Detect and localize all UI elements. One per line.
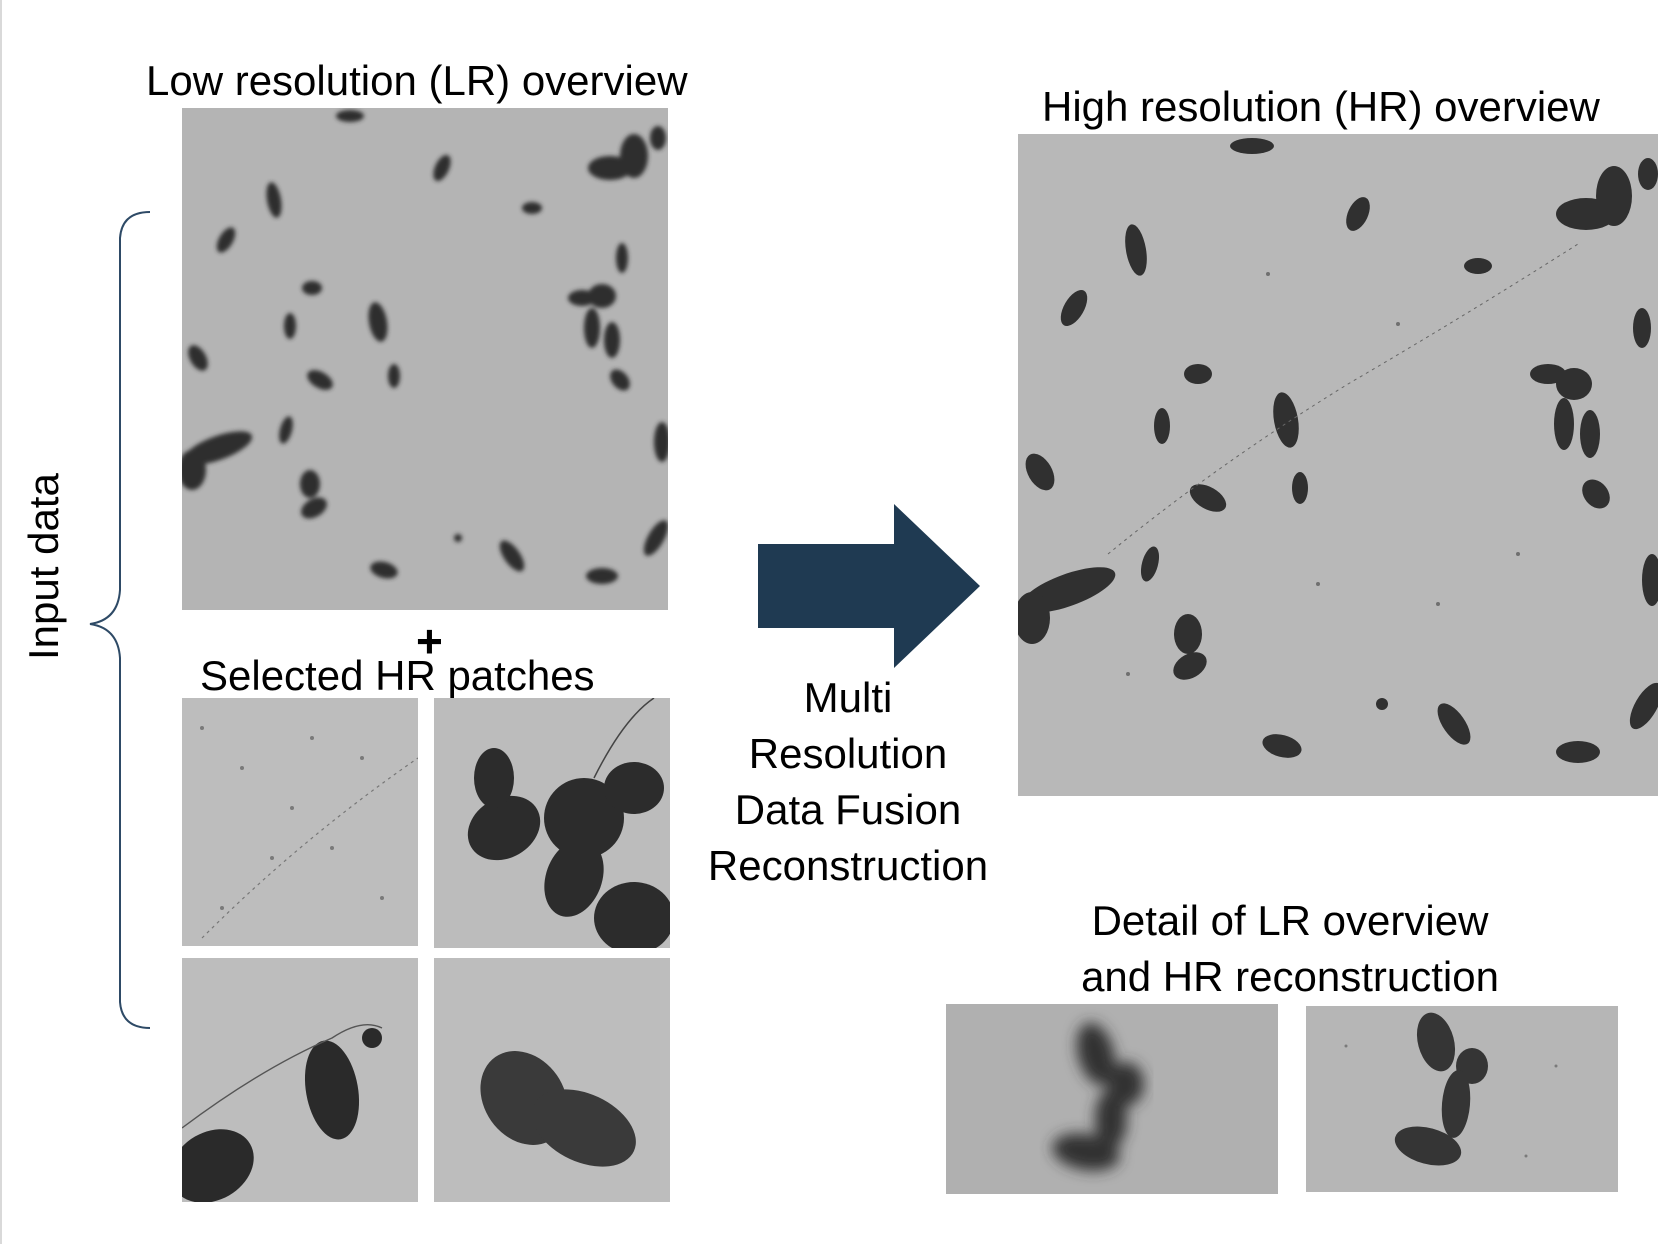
right-arrow-icon: [758, 504, 980, 668]
process-label: Multi Resolution Data Fusion Reconstruct…: [688, 670, 1008, 894]
detail-hr-image: [1306, 1006, 1618, 1192]
hr-patch-3: [182, 958, 418, 1202]
patches-title: Selected HR patches: [200, 652, 595, 699]
hr-patch-4: [434, 958, 670, 1202]
process-line-1: Multi: [803, 674, 893, 721]
process-line-3: Data Fusion: [734, 786, 962, 833]
hr-overview-image: [1018, 134, 1658, 796]
detail-title-line-2: and HR reconstruction: [1081, 953, 1499, 1000]
process-line-2: Resolution: [748, 730, 948, 777]
hr-patch-2: [434, 698, 670, 948]
detail-title-line-1: Detail of LR overview: [1091, 897, 1489, 944]
lr-overview-title: Low resolution (LR) overview: [146, 57, 688, 104]
lr-overview-image: [182, 108, 668, 610]
detail-lr-image: [946, 1004, 1278, 1194]
input-data-bracket: [89, 211, 151, 1029]
page-left-edge: [0, 0, 2, 1244]
input-data-label: Input data: [20, 473, 67, 660]
process-line-4: Reconstruction: [707, 842, 989, 889]
hr-overview-title: High resolution (HR) overview: [1042, 83, 1600, 130]
plus-sign: +: [416, 615, 443, 667]
hr-patch-1: [182, 698, 418, 946]
